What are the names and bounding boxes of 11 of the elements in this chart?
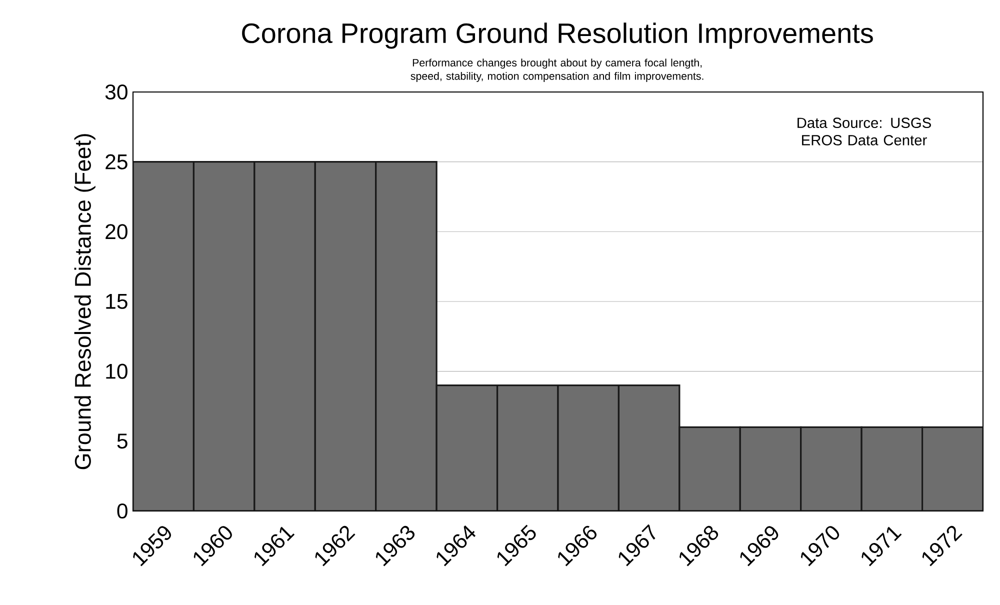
annotation: Data Source: USGS EROS Data Center bbox=[798, 118, 931, 146]
y-axis-title: Ground Resolved Distance (Feet) bbox=[74, 134, 96, 470]
chart-title: Corona Program Ground Resolution Improvements bbox=[242, 22, 873, 49]
y-tick-label: 0 bbox=[117, 503, 128, 519]
y-tick-label: 30 bbox=[105, 84, 128, 100]
y-tick-label: 25 bbox=[106, 154, 128, 170]
y-tick-label: 15 bbox=[106, 294, 128, 309]
y-tick-label: 5 bbox=[117, 434, 128, 449]
y-tick-label: 20 bbox=[106, 224, 128, 240]
chart-subtitle: Performance changes brought about by camera focal length, speed, stability, motion compensation and film improvements. bbox=[410, 58, 704, 82]
y-tick-label: 10 bbox=[106, 364, 128, 379]
